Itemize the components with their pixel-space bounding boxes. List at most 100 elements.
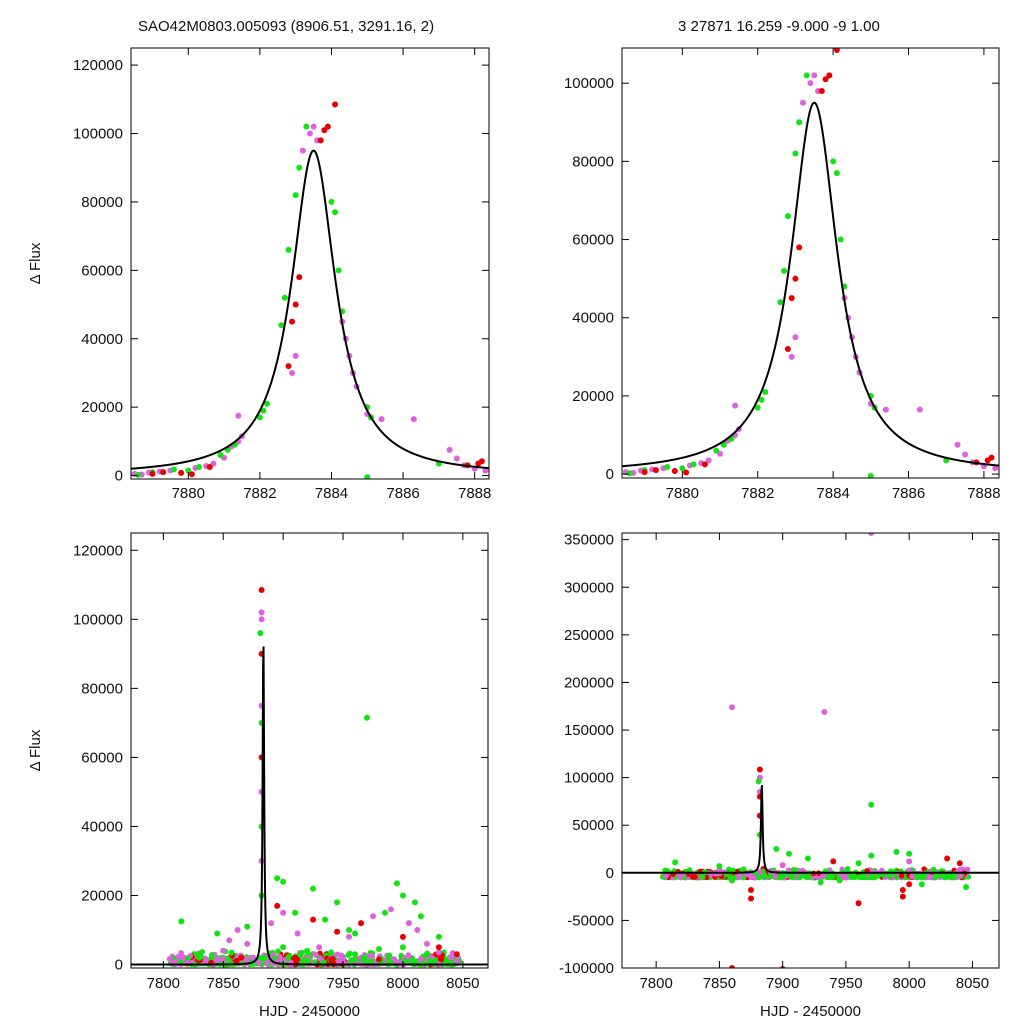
- green-point: [672, 859, 679, 866]
- baseline-point: [285, 954, 292, 960]
- x-tick-label: 7950: [326, 975, 359, 992]
- baseline-point: [934, 873, 941, 879]
- baseline-point: [909, 873, 915, 880]
- green-point: [393, 880, 400, 887]
- red-point: [453, 951, 460, 958]
- green-point: [417, 913, 424, 920]
- magenta-point: [779, 862, 786, 869]
- baseline-point: [337, 956, 343, 963]
- x-tick-label: 7850: [207, 975, 240, 992]
- red-point: [671, 467, 678, 474]
- green-point: [244, 923, 251, 930]
- green-point: [833, 170, 840, 177]
- model-curve: [622, 785, 999, 874]
- y-tick-label: 40000: [572, 310, 614, 327]
- red-point: [238, 954, 245, 961]
- green-point: [196, 954, 203, 961]
- magenta-point: [346, 933, 353, 940]
- green-point: [785, 850, 792, 857]
- green-point: [773, 846, 780, 853]
- red-point: [818, 88, 825, 94]
- baseline-point: [689, 873, 696, 880]
- green-point: [411, 899, 418, 906]
- red-point: [833, 48, 840, 53]
- baseline-point: [297, 952, 304, 959]
- green-point: [803, 72, 810, 79]
- green-point: [868, 852, 875, 859]
- y-tick-label: 80000: [572, 153, 614, 170]
- green-point: [280, 944, 287, 951]
- magenta-point: [906, 858, 913, 865]
- red-point: [788, 295, 795, 302]
- y-tick-label: 250000: [564, 627, 614, 644]
- red-point: [310, 916, 317, 923]
- magenta-point: [732, 402, 739, 409]
- baseline-point: [815, 874, 822, 880]
- red-point: [899, 893, 906, 900]
- red-point: [899, 886, 906, 893]
- model-curve: [131, 646, 488, 966]
- magenta-point: [954, 441, 961, 448]
- magenta-point: [299, 147, 306, 154]
- green-point: [352, 930, 359, 937]
- green-point: [755, 778, 762, 785]
- x-tick-label: 7880: [666, 485, 699, 502]
- baseline-point: [228, 949, 235, 956]
- green-point: [796, 119, 803, 126]
- green-point: [310, 885, 317, 892]
- baseline-point: [869, 873, 876, 880]
- green-point: [274, 875, 281, 882]
- red-point: [160, 469, 167, 476]
- green-point: [837, 236, 844, 243]
- red-point: [652, 467, 659, 474]
- green-point: [304, 947, 311, 954]
- red-point: [701, 461, 708, 468]
- green-point: [256, 414, 263, 421]
- green-point: [855, 860, 862, 867]
- panel-bottom-right: -100000 -50000 0 50000 100000 150000 200000 250…: [559, 532, 1000, 1020]
- magenta-point: [729, 704, 736, 711]
- panel-bottom-left: 0 20000 40000 60000 80000 100000 120000 7800 785…: [27, 532, 489, 1020]
- magenta-point: [292, 352, 299, 359]
- green-point: [328, 198, 335, 205]
- magenta-point: [453, 958, 460, 965]
- x-tick-label: 7888: [967, 485, 1000, 502]
- red-point: [822, 76, 829, 83]
- baseline-point: [750, 874, 757, 881]
- model-curve: [131, 149, 489, 470]
- green-point: [296, 164, 303, 171]
- plot-area: [131, 101, 489, 479]
- baseline-point: [368, 952, 374, 959]
- magenta-point: [268, 920, 275, 927]
- baseline-point: [830, 874, 836, 881]
- magenta-point: [446, 446, 453, 453]
- green-point: [264, 400, 271, 407]
- magenta-point: [226, 937, 233, 944]
- baseline-point: [736, 874, 742, 881]
- y-tick-label: 80000: [81, 680, 123, 697]
- plot-area: [622, 533, 999, 968]
- x-tick-label: 7900: [766, 975, 799, 992]
- green-point: [754, 404, 761, 411]
- red-point: [274, 902, 281, 909]
- y-tick-label: 100000: [564, 770, 614, 787]
- magenta-point: [423, 940, 430, 947]
- plot-frame: [621, 47, 1000, 479]
- y-tick-label: 80000: [81, 194, 123, 211]
- green-point: [399, 892, 406, 899]
- x-tick-label: 7850: [703, 975, 736, 992]
- green-point: [963, 884, 970, 891]
- x-tick-label: 7800: [147, 975, 180, 992]
- magenta-point: [202, 958, 209, 965]
- panel-top-left: 0 20000 40000 60000 80000 100000 120000 7880 788…: [27, 47, 491, 502]
- green-point: [777, 299, 784, 306]
- red-point: [296, 274, 303, 281]
- baseline-point: [438, 956, 445, 963]
- green-point: [716, 863, 723, 870]
- y-tick-label: 60000: [81, 262, 123, 279]
- magenta-point: [410, 416, 417, 423]
- baseline-point: [739, 867, 746, 873]
- x-tick-label: 7884: [315, 485, 348, 502]
- red-point: [756, 766, 763, 773]
